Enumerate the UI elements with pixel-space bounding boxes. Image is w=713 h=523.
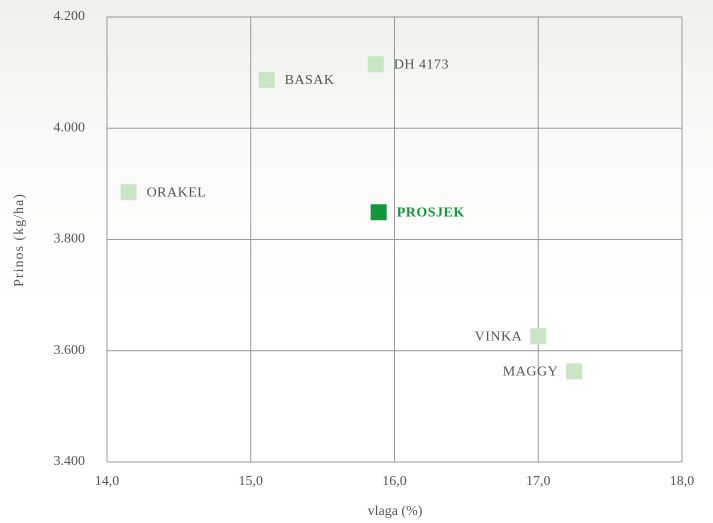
point-label: MAGGY bbox=[503, 365, 558, 380]
y-tick-label: 3.600 bbox=[54, 343, 86, 358]
point-label: ORAKEL bbox=[147, 185, 207, 200]
point-label: DH 4173 bbox=[394, 58, 449, 73]
x-tick-label: 16,0 bbox=[382, 474, 407, 489]
point bbox=[566, 363, 583, 380]
y-tick-label: 4.200 bbox=[54, 9, 86, 24]
point bbox=[530, 328, 547, 345]
x-axis-label: vlaga (%) bbox=[368, 504, 423, 519]
point bbox=[367, 56, 384, 73]
point bbox=[370, 204, 387, 221]
y-axis-label: Prinos (kg/ha) bbox=[12, 193, 27, 287]
point-label: VINKA bbox=[475, 330, 523, 345]
x-tick-label: 18,0 bbox=[670, 474, 695, 489]
y-tick-label: 3.800 bbox=[54, 232, 86, 247]
x-tick-label: 15,0 bbox=[239, 474, 264, 489]
point bbox=[258, 71, 275, 88]
point-label: PROSJEK bbox=[397, 205, 465, 220]
x-tick-label: 17,0 bbox=[526, 474, 551, 489]
x-tick-label: 14,0 bbox=[95, 474, 120, 489]
y-tick-label: 3.400 bbox=[54, 454, 86, 469]
point bbox=[120, 184, 137, 201]
point-label: BASAK bbox=[285, 73, 335, 88]
y-tick-label: 4.000 bbox=[54, 120, 86, 135]
